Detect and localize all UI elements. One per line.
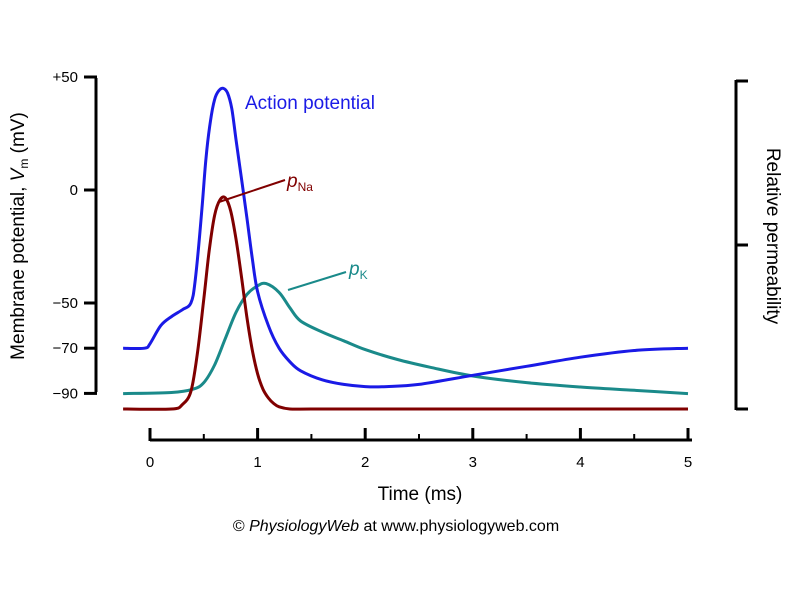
- pna-label-sub: Na: [298, 180, 314, 194]
- pna-line: [123, 195, 688, 411]
- action-potential-line: [123, 86, 689, 389]
- copyright-url-text: at www.physiologyweb.com: [359, 518, 560, 535]
- series-layer: [123, 86, 689, 411]
- y-tick-label: −50: [53, 295, 78, 312]
- pna-callout-line: [218, 179, 286, 203]
- pna-label-main: p: [286, 171, 298, 192]
- x-axis-title: Time (ms): [378, 484, 463, 505]
- y-tick-label: −90: [53, 385, 78, 402]
- copyright-symbol: ©: [232, 518, 245, 535]
- x-tick-label: 2: [361, 454, 369, 471]
- pk-label-sub: K: [360, 268, 368, 282]
- pk-line: [123, 281, 689, 396]
- y-axis-title-right: Relative permeability: [762, 148, 783, 325]
- x-ticks: 0 1 2 3 4 5: [146, 428, 692, 471]
- copyright-brand: PhysiologyWeb: [249, 518, 360, 535]
- left-y-ticks: +50 0 −50 −70 −90: [53, 69, 97, 402]
- y-tick-label: 0: [70, 182, 78, 199]
- pk-label: pK: [348, 259, 368, 282]
- y-title-unit: (mV): [8, 112, 29, 158]
- x-tick-label: 4: [576, 454, 584, 471]
- pk-label-main: p: [348, 259, 360, 280]
- pk-callout-line: [287, 271, 347, 291]
- y-axis-title-left: Membrane potential, Vm (mV): [8, 112, 31, 360]
- copyright-notice: © PhysiologyWeb at www.physiologyweb.com: [0, 518, 792, 536]
- x-tick-label: 0: [146, 454, 154, 471]
- y-title-prefix: Membrane potential,: [8, 181, 29, 360]
- y-title-subscript: m: [17, 159, 31, 169]
- right-permeability-bracket: [734, 79, 748, 411]
- pna-label: pNa: [286, 171, 313, 194]
- y-tick-label: +50: [53, 69, 78, 86]
- y-tick-label: −70: [53, 340, 78, 357]
- x-tick-label: 5: [684, 454, 692, 471]
- x-tick-label: 1: [253, 454, 261, 471]
- x-tick-label: 3: [469, 454, 477, 471]
- action-potential-label: Action potential: [245, 93, 375, 114]
- y-title-symbol: V: [8, 166, 29, 181]
